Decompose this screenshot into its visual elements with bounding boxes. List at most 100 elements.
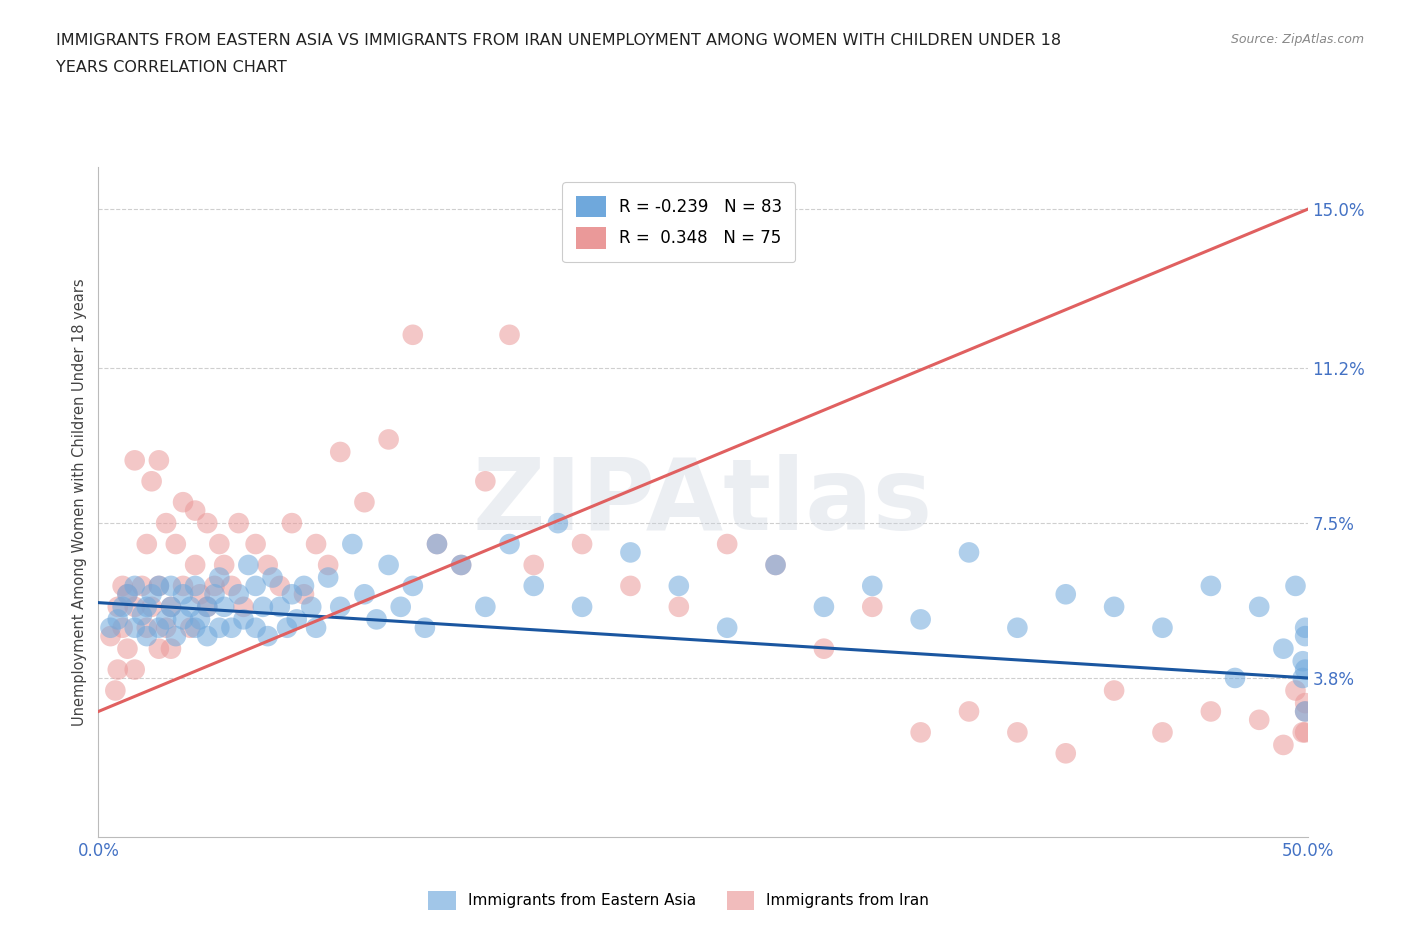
Point — [221, 578, 243, 593]
Point — [523, 558, 546, 573]
Point — [450, 558, 472, 573]
Point — [523, 578, 546, 593]
Point — [155, 612, 177, 627]
Point — [124, 620, 146, 635]
Point — [184, 558, 207, 573]
Point — [256, 629, 278, 644]
Point — [342, 537, 364, 551]
Point — [813, 642, 835, 657]
Point — [111, 620, 134, 635]
Point — [366, 612, 388, 627]
Point — [1249, 600, 1271, 615]
Point — [107, 600, 129, 615]
Point — [100, 629, 122, 644]
Point — [860, 578, 883, 593]
Text: Source: ZipAtlas.com: Source: ZipAtlas.com — [1230, 33, 1364, 46]
Point — [329, 445, 352, 459]
Point — [1152, 725, 1174, 740]
Point — [111, 578, 134, 593]
Point — [155, 620, 177, 635]
Point — [135, 600, 157, 615]
Point — [353, 587, 375, 602]
Point — [232, 612, 254, 627]
Point — [910, 725, 932, 740]
Point — [619, 545, 641, 560]
Point — [1292, 725, 1315, 740]
Point — [228, 587, 250, 602]
Point — [1249, 712, 1271, 727]
Point — [184, 503, 207, 518]
Point — [204, 578, 226, 593]
Point — [1294, 704, 1316, 719]
Point — [426, 537, 449, 551]
Text: ZIPAtlas: ZIPAtlas — [472, 454, 934, 551]
Point — [172, 587, 194, 602]
Point — [208, 537, 231, 551]
Point — [1054, 587, 1077, 602]
Point — [208, 570, 231, 585]
Point — [107, 612, 129, 627]
Point — [195, 600, 218, 615]
Point — [232, 600, 254, 615]
Point — [131, 608, 153, 623]
Point — [305, 537, 328, 551]
Point — [571, 537, 593, 551]
Point — [1272, 737, 1295, 752]
Point — [165, 629, 187, 644]
Point — [269, 600, 291, 615]
Point — [377, 432, 399, 447]
Point — [104, 683, 127, 698]
Point — [1294, 662, 1316, 677]
Y-axis label: Unemployment Among Women with Children Under 18 years: Unemployment Among Women with Children U… — [72, 278, 87, 726]
Point — [1007, 620, 1029, 635]
Point — [1223, 671, 1246, 685]
Point — [860, 600, 883, 615]
Point — [1007, 725, 1029, 740]
Point — [498, 327, 520, 342]
Point — [141, 600, 163, 615]
Point — [668, 600, 690, 615]
Point — [281, 587, 304, 602]
Point — [111, 600, 134, 615]
Point — [195, 629, 218, 644]
Point — [957, 545, 980, 560]
Point — [148, 578, 170, 593]
Point — [353, 495, 375, 510]
Point — [160, 578, 183, 593]
Point — [188, 612, 211, 627]
Point — [413, 620, 436, 635]
Point — [474, 600, 496, 615]
Point — [765, 558, 787, 573]
Point — [316, 558, 339, 573]
Point — [148, 620, 170, 635]
Point — [238, 558, 260, 573]
Point — [571, 600, 593, 615]
Point — [252, 600, 274, 615]
Point — [402, 327, 425, 342]
Point — [212, 600, 235, 615]
Point — [1199, 578, 1222, 593]
Point — [329, 600, 352, 615]
Point — [1102, 600, 1125, 615]
Point — [141, 474, 163, 489]
Point — [124, 578, 146, 593]
Point — [172, 495, 194, 510]
Point — [131, 578, 153, 593]
Point — [305, 620, 328, 635]
Point — [179, 600, 201, 615]
Point — [269, 578, 291, 593]
Point — [141, 587, 163, 602]
Point — [100, 620, 122, 635]
Point — [117, 587, 139, 602]
Point — [124, 600, 146, 615]
Point — [276, 620, 298, 635]
Point — [957, 704, 980, 719]
Point — [1102, 683, 1125, 698]
Point — [135, 537, 157, 551]
Point — [155, 516, 177, 531]
Point — [1272, 642, 1295, 657]
Point — [910, 612, 932, 627]
Point — [107, 662, 129, 677]
Point — [1294, 696, 1316, 711]
Point — [813, 600, 835, 615]
